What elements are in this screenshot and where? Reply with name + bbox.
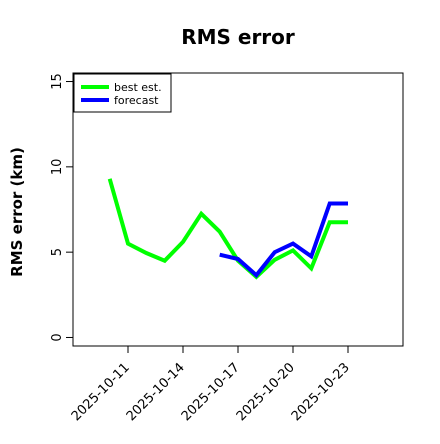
y-axis: 0 5 10 15 xyxy=(50,73,73,342)
x-tick-label: 2025-10-17 xyxy=(179,360,243,424)
y-tick-label: 10 xyxy=(50,159,65,176)
x-tick-label: 2025-10-11 xyxy=(69,360,133,424)
series-line-forecast xyxy=(219,201,348,279)
y-tick-label: 5 xyxy=(50,248,65,256)
x-tick-label: 2025-10-14 xyxy=(124,360,188,424)
x-tick-label: 2025-10-23 xyxy=(289,360,353,424)
x-axis: 2025-10-112025-10-142025-10-172025-10-20… xyxy=(69,346,353,424)
y-axis-label: RMS error (km) xyxy=(8,147,26,277)
y-tick-label: 15 xyxy=(50,73,65,90)
legend-box xyxy=(73,73,172,113)
legend-label-best-est: best est. xyxy=(114,81,162,94)
plot-area-frame xyxy=(72,72,404,347)
y-tick-label: 0 xyxy=(50,333,65,341)
legend-label-forecast: forecast xyxy=(114,94,159,107)
series-line-best-est xyxy=(107,178,348,280)
chart-title: RMS error xyxy=(181,25,295,49)
series-layer xyxy=(107,178,348,280)
legend: best est. forecast xyxy=(73,73,172,113)
x-tick-label: 2025-10-20 xyxy=(234,360,298,424)
